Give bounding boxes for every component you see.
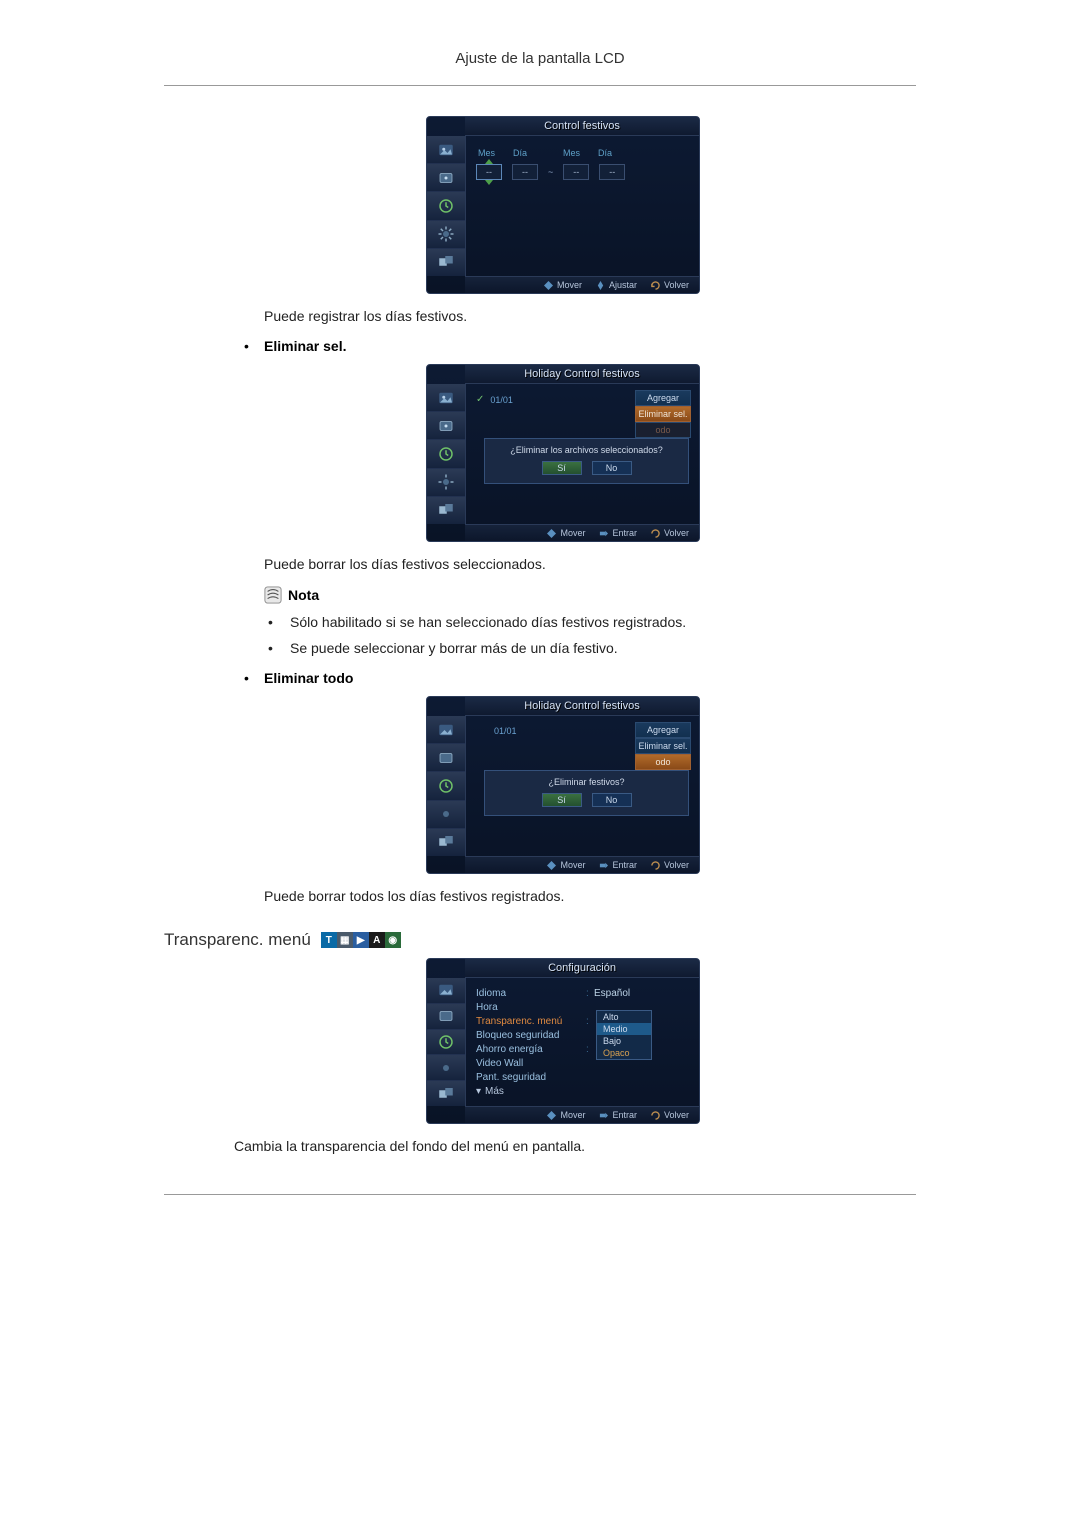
osd-sidebar [427,136,466,276]
option-bajo[interactable]: Bajo [597,1035,651,1047]
sidebar-clock-icon[interactable] [427,772,465,800]
eliminar-todo-button-partial[interactable]: odo [635,754,691,770]
day-start-spinner[interactable]: -- [512,164,538,180]
note-item: •Sólo habilitado si se han seleccionado … [268,614,916,630]
month-start-spinner[interactable]: -- [476,164,502,180]
sidebar-picture-icon[interactable] [427,716,465,744]
source-icon: ▦ [337,932,353,948]
source-icon: T [321,932,337,948]
sidebar-picture-icon[interactable] [427,978,465,1004]
sidebar-picture-icon[interactable] [427,384,465,412]
osd-title: Holiday Control festivos [465,697,699,716]
range-separator: ~ [548,167,553,177]
body-text: Puede borrar todos los días festivos reg… [264,888,916,904]
source-icon: A [369,932,385,948]
divider [164,85,916,86]
osd-footer: Mover Entrar Volver [465,856,699,873]
osd-eliminar-sel: Holiday Control festivos ✓01/01 Agregar … [426,364,700,542]
source-icon: ◉ [385,932,401,948]
no-button[interactable]: No [592,461,632,475]
sidebar-multi-icon[interactable] [427,497,465,524]
item-eliminar-sel: •Eliminar sel. [244,338,916,354]
section-transparenc-menu: Transparenc. menú T ▦ ▶ A ◉ [164,930,916,950]
osd-sidebar [427,716,466,856]
eliminar-todo-button-partial[interactable]: odo [635,422,691,438]
sidebar-input-icon[interactable] [427,164,465,192]
sidebar-multi-icon[interactable] [427,1081,465,1106]
no-button[interactable]: No [592,793,632,807]
option-medio[interactable]: Medio [597,1023,651,1035]
sidebar-input-icon[interactable] [427,1004,465,1030]
source-icons: T ▦ ▶ A ◉ [321,932,401,948]
osd-sidebar [427,384,466,524]
sidebar-gear-icon[interactable] [427,801,465,829]
month-end-spinner[interactable]: -- [563,164,589,180]
osd-footer: Mover Ajustar Volver [465,276,699,293]
note-label: Nota [288,587,319,603]
dialog-question: ¿Eliminar los archivos seleccionados? [493,445,680,455]
osd-eliminar-todo: Holiday Control festivos 01/01 Agregar E… [426,696,700,874]
date-spinners: -- -- ~ -- -- [476,164,689,180]
page-title: Ajuste de la pantalla LCD [164,40,916,85]
agregar-button[interactable]: Agregar [635,722,691,738]
note-icon [264,586,282,604]
osd-title: Holiday Control festivos [465,365,699,384]
osd-sidebar [427,978,466,1106]
date-headers: MesDía MesDía [478,148,689,158]
body-text: Puede registrar los días festivos. [264,308,916,324]
eliminar-sel-button[interactable]: Eliminar sel. [635,406,691,422]
body-text: Puede borrar los días festivos seleccion… [264,556,916,572]
osd-control-festivos: Control festivos MesDía MesDía [426,116,700,294]
cfg-row-bloqueo[interactable]: Bloqueo seguridad [476,1028,689,1042]
cfg-row-ahorro[interactable]: Ahorro energía: [476,1042,689,1056]
osd-footer: Mover Entrar Volver [465,1106,699,1123]
cfg-row-mas[interactable]: ▾Más [476,1084,689,1098]
agregar-button[interactable]: Agregar [635,390,691,406]
yes-button[interactable]: Sí [542,793,582,807]
sidebar-input-icon[interactable] [427,412,465,440]
body-text: Cambia la transparencia del fondo del me… [234,1138,916,1154]
cfg-row-idioma[interactable]: Idioma:Español [476,986,689,1000]
option-alto[interactable]: Alto [597,1011,651,1023]
transparenc-dropdown[interactable]: Alto Medio Bajo Opaco [596,1010,652,1060]
cfg-row-videowall[interactable]: Video Wall [476,1056,689,1070]
sidebar-clock-icon[interactable] [427,192,465,220]
cfg-row-hora[interactable]: Hora [476,1000,689,1014]
sidebar-gear-icon[interactable] [427,1055,465,1081]
osd-title: Configuración [465,959,699,978]
sidebar-picture-icon[interactable] [427,136,465,164]
osd-title: Control festivos [465,117,699,136]
cfg-row-pant[interactable]: Pant. seguridad [476,1070,689,1084]
check-icon: ✓ [476,394,484,405]
day-end-spinner[interactable]: -- [599,164,625,180]
cfg-row-transparenc[interactable]: Transparenc. menú: [476,1014,689,1028]
yes-button[interactable]: Sí [542,461,582,475]
note-item: •Se puede seleccionar y borrar más de un… [268,640,916,656]
sidebar-clock-icon[interactable] [427,1030,465,1056]
option-opaco[interactable]: Opaco [597,1047,651,1059]
sidebar-multi-icon[interactable] [427,829,465,856]
confirm-dialog: ¿Eliminar los archivos seleccionados? Sí… [484,438,689,484]
divider [164,1194,916,1195]
sidebar-gear-icon[interactable] [427,221,465,249]
source-icon: ▶ [353,932,369,948]
sidebar-input-icon[interactable] [427,744,465,772]
item-eliminar-todo: •Eliminar todo [244,670,916,686]
sidebar-multi-icon[interactable] [427,249,465,276]
sidebar-clock-icon[interactable] [427,440,465,468]
osd-configuracion: Configuración Idioma:Español Hora Transp… [426,958,700,1124]
osd-footer: Mover Entrar Volver [465,524,699,541]
sidebar-gear-icon[interactable] [427,469,465,497]
eliminar-sel-button[interactable]: Eliminar sel. [635,738,691,754]
dialog-question: ¿Eliminar festivos? [493,777,680,787]
confirm-dialog: ¿Eliminar festivos? Sí No [484,770,689,816]
